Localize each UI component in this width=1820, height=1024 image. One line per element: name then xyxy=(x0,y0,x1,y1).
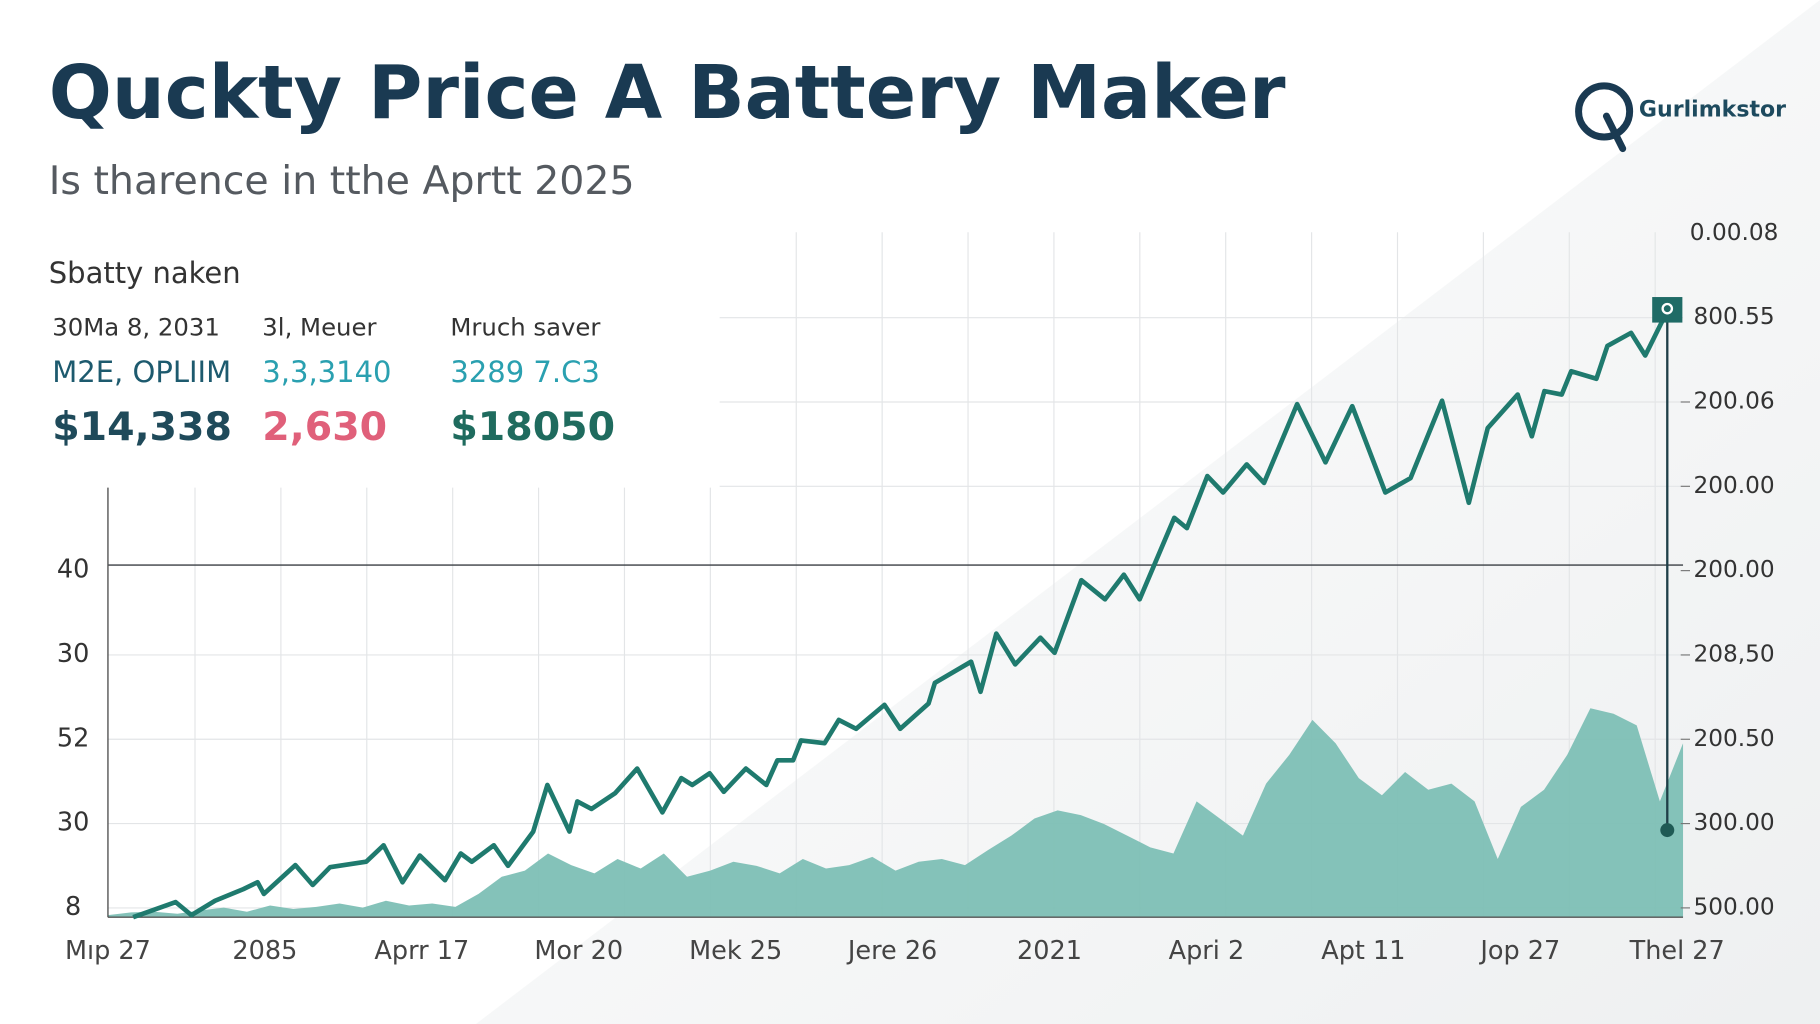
x-tick-label: Mıp 27 xyxy=(65,936,151,966)
x-tick-label: Aprr 17 xyxy=(374,936,469,966)
y2-tick-label: 800.55 xyxy=(1694,303,1775,330)
cursor-badge-icon xyxy=(1661,302,1674,315)
title: Quckty Price A Battery Maker xyxy=(49,49,1286,136)
stats: 30Ma 8, 2031 M2E, OPLIIM $14,338 3l, Meuer 3… xyxy=(52,313,615,451)
y2-tick-label: 500.00 xyxy=(1694,893,1775,920)
stat-label: Mruch saver xyxy=(450,313,601,342)
x-tick-label: Mek 25 xyxy=(689,936,782,966)
stat-label: 3l, Meuer xyxy=(262,313,377,342)
stat-value: $14,338 xyxy=(52,404,232,450)
stat-sub: 3,3,3140 xyxy=(262,355,391,389)
x-tick-label: 2085 xyxy=(232,936,297,966)
x-tick-label: Thel 27 xyxy=(1629,936,1725,966)
y2-tick-label: 200.00 xyxy=(1694,556,1775,583)
y2-tick-label: 200.06 xyxy=(1694,387,1775,414)
volume-area xyxy=(107,708,1684,918)
cursor-badge xyxy=(1652,297,1683,323)
y-tick-label: 30 xyxy=(57,808,89,838)
cursor-dot xyxy=(1660,823,1675,838)
x-tick-label: 2021 xyxy=(1017,936,1082,966)
logo-tail xyxy=(1602,112,1627,153)
price-line xyxy=(132,309,1670,920)
x-tick-label: Apri 2 xyxy=(1169,936,1245,966)
x-tick-label: Jere 26 xyxy=(846,936,937,966)
y2-tick-label: 200.50 xyxy=(1694,725,1775,752)
chart: 40 30 52 30 8 0.00.08 800.55 200.06 200.00 200.00… xyxy=(57,219,1778,966)
y2-tick-label: 0.00.08 xyxy=(1690,219,1779,246)
x-tick-label: Mor 20 xyxy=(534,936,623,966)
stat-sub: M2E, OPLIIM xyxy=(52,355,231,389)
stat-value: $18050 xyxy=(450,404,615,450)
x-tick-label: Jop 27 xyxy=(1478,936,1560,966)
y2-tick-label: 300.00 xyxy=(1694,809,1775,836)
x-tick-label: Apt 11 xyxy=(1321,936,1405,966)
y2-tick-label: 200.00 xyxy=(1694,472,1775,499)
y-tick-label: 30 xyxy=(57,639,89,669)
stat-sub: 3289 7.C3 xyxy=(450,355,599,389)
y-tick-label: 40 xyxy=(57,555,89,585)
logo: Gurlimkstor xyxy=(1575,82,1786,153)
y2-tick-label: 208,50 xyxy=(1694,640,1775,667)
y-tick-label: 52 xyxy=(57,723,89,753)
stat-value: 2,630 xyxy=(262,404,387,450)
logo-text: Gurlimkstor xyxy=(1639,97,1786,122)
logo-ring xyxy=(1575,82,1634,141)
stats-heading: Sbatty naken xyxy=(49,256,241,290)
subtitle: Is tharence in tthe Aprtt 2025 xyxy=(49,158,635,204)
stat-label: 30Ma 8, 2031 xyxy=(52,313,220,342)
y-tick-label: 8 xyxy=(65,892,81,922)
